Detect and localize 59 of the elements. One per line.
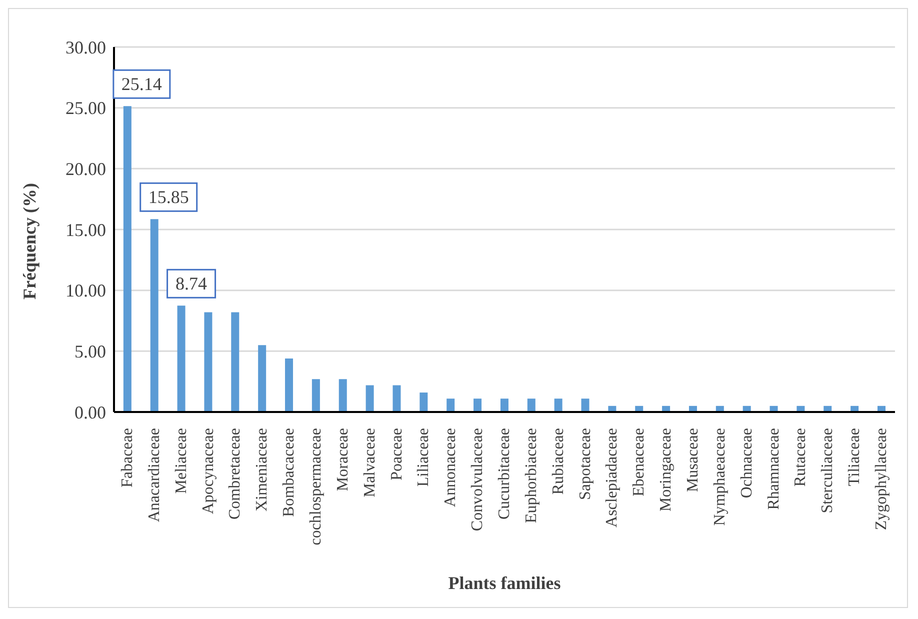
x-tick-label: Moringaceae [658, 428, 675, 512]
bar [581, 398, 590, 412]
x-tick-label: Ebenaceae [630, 428, 648, 496]
x-tick-label: Fabaceae [118, 428, 136, 488]
x-tick-label: Malvaceae [361, 428, 378, 498]
x-tick-label: Poaceae [388, 428, 406, 480]
x-tick-label: Ximeniaceae [254, 428, 271, 512]
x-tick-label: Sapotaceae [576, 428, 594, 500]
bar [204, 312, 212, 412]
bar [231, 312, 240, 412]
x-tick-label: Meliaceae [172, 428, 190, 494]
x-tick-label: Apocynaceae [200, 428, 217, 514]
x-tick-label: Anacardiaceae [146, 428, 163, 522]
x-tick-label: Rhamnaceae [765, 428, 782, 510]
bar [338, 379, 347, 412]
bar [527, 398, 536, 412]
bar [392, 385, 401, 412]
y-tick-label: 25.00 [66, 98, 106, 118]
x-tick-label: Musaceae [684, 428, 702, 492]
x-tick-label: Zygophyllaceae [873, 428, 890, 530]
x-tick-label: Moraceae [334, 428, 352, 492]
y-tick-label: 5.00 [74, 342, 106, 362]
bar [177, 306, 186, 412]
bar [123, 106, 132, 412]
x-tick-label: Sterculiaceae [819, 428, 836, 514]
y-tick-label: 0.00 [74, 402, 106, 422]
y-tick-label: 15.00 [66, 220, 106, 240]
x-tick-label: Nymphaeaceae [711, 428, 728, 526]
bar [554, 398, 562, 412]
data-label: 15.85 [148, 187, 189, 208]
bar [285, 358, 294, 412]
y-tick-label: 10.00 [66, 280, 106, 301]
x-tick-label: Rubiaceae [550, 428, 567, 495]
x-tick-label: Bombacaceae [280, 428, 298, 517]
x-tick-label: Ochnaceae [738, 428, 756, 498]
x-tick-label: Liliaceae [415, 428, 432, 487]
bar [500, 398, 508, 412]
x-tick-label: cochlospermaceae [307, 428, 324, 546]
data-label: 25.14 [121, 74, 162, 94]
x-tick-label: Annonaceae [442, 428, 460, 508]
x-tick-label: Tiliaceae [846, 428, 864, 486]
bar [258, 345, 266, 412]
x-tick-label: Asclepiadaceae [604, 428, 621, 528]
y-tick-label: 20.00 [66, 159, 106, 180]
x-tick-label: Rutaceae [792, 428, 810, 487]
data-label: 8.74 [176, 274, 208, 294]
bar [366, 385, 374, 412]
bar [474, 398, 482, 412]
bar [312, 379, 320, 412]
y-axis-title: Fréquency (%) [19, 183, 40, 300]
y-tick-label: 30.00 [66, 37, 106, 58]
bar [446, 398, 455, 412]
x-tick-label: Combretaceae [226, 428, 244, 520]
x-tick-label: Cucurbitaceae [496, 428, 513, 520]
bar [420, 392, 428, 412]
x-axis-title: Plants families [448, 573, 561, 593]
bar [150, 219, 158, 412]
x-tick-label: Euphorbiaceae [522, 428, 540, 524]
x-tick-label: Convolvulaceae [469, 428, 486, 532]
